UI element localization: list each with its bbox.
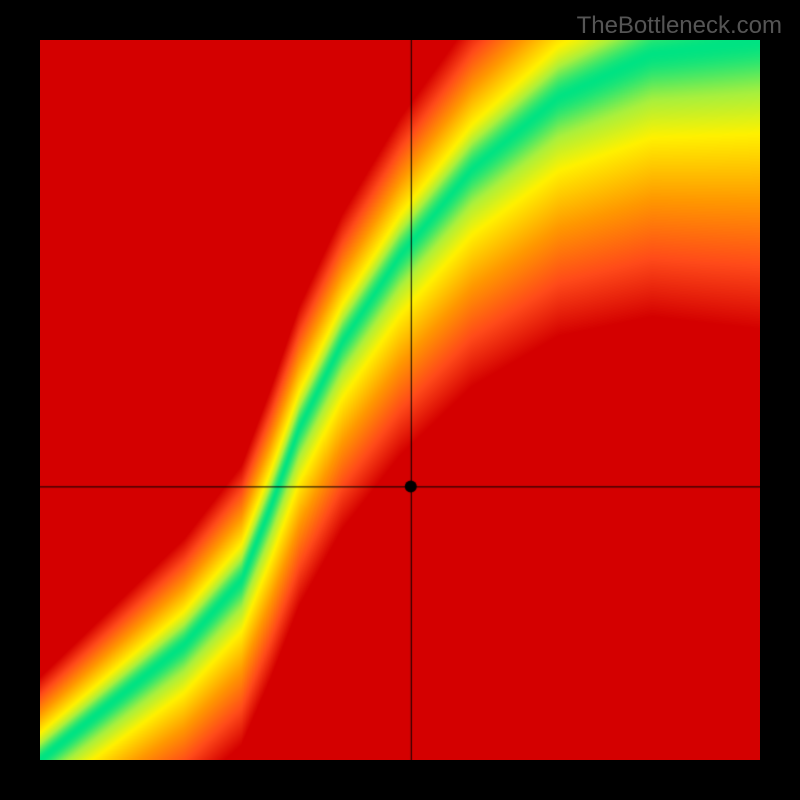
bottleneck-heatmap	[40, 40, 760, 760]
watermark-text: TheBottleneck.com	[577, 12, 782, 40]
